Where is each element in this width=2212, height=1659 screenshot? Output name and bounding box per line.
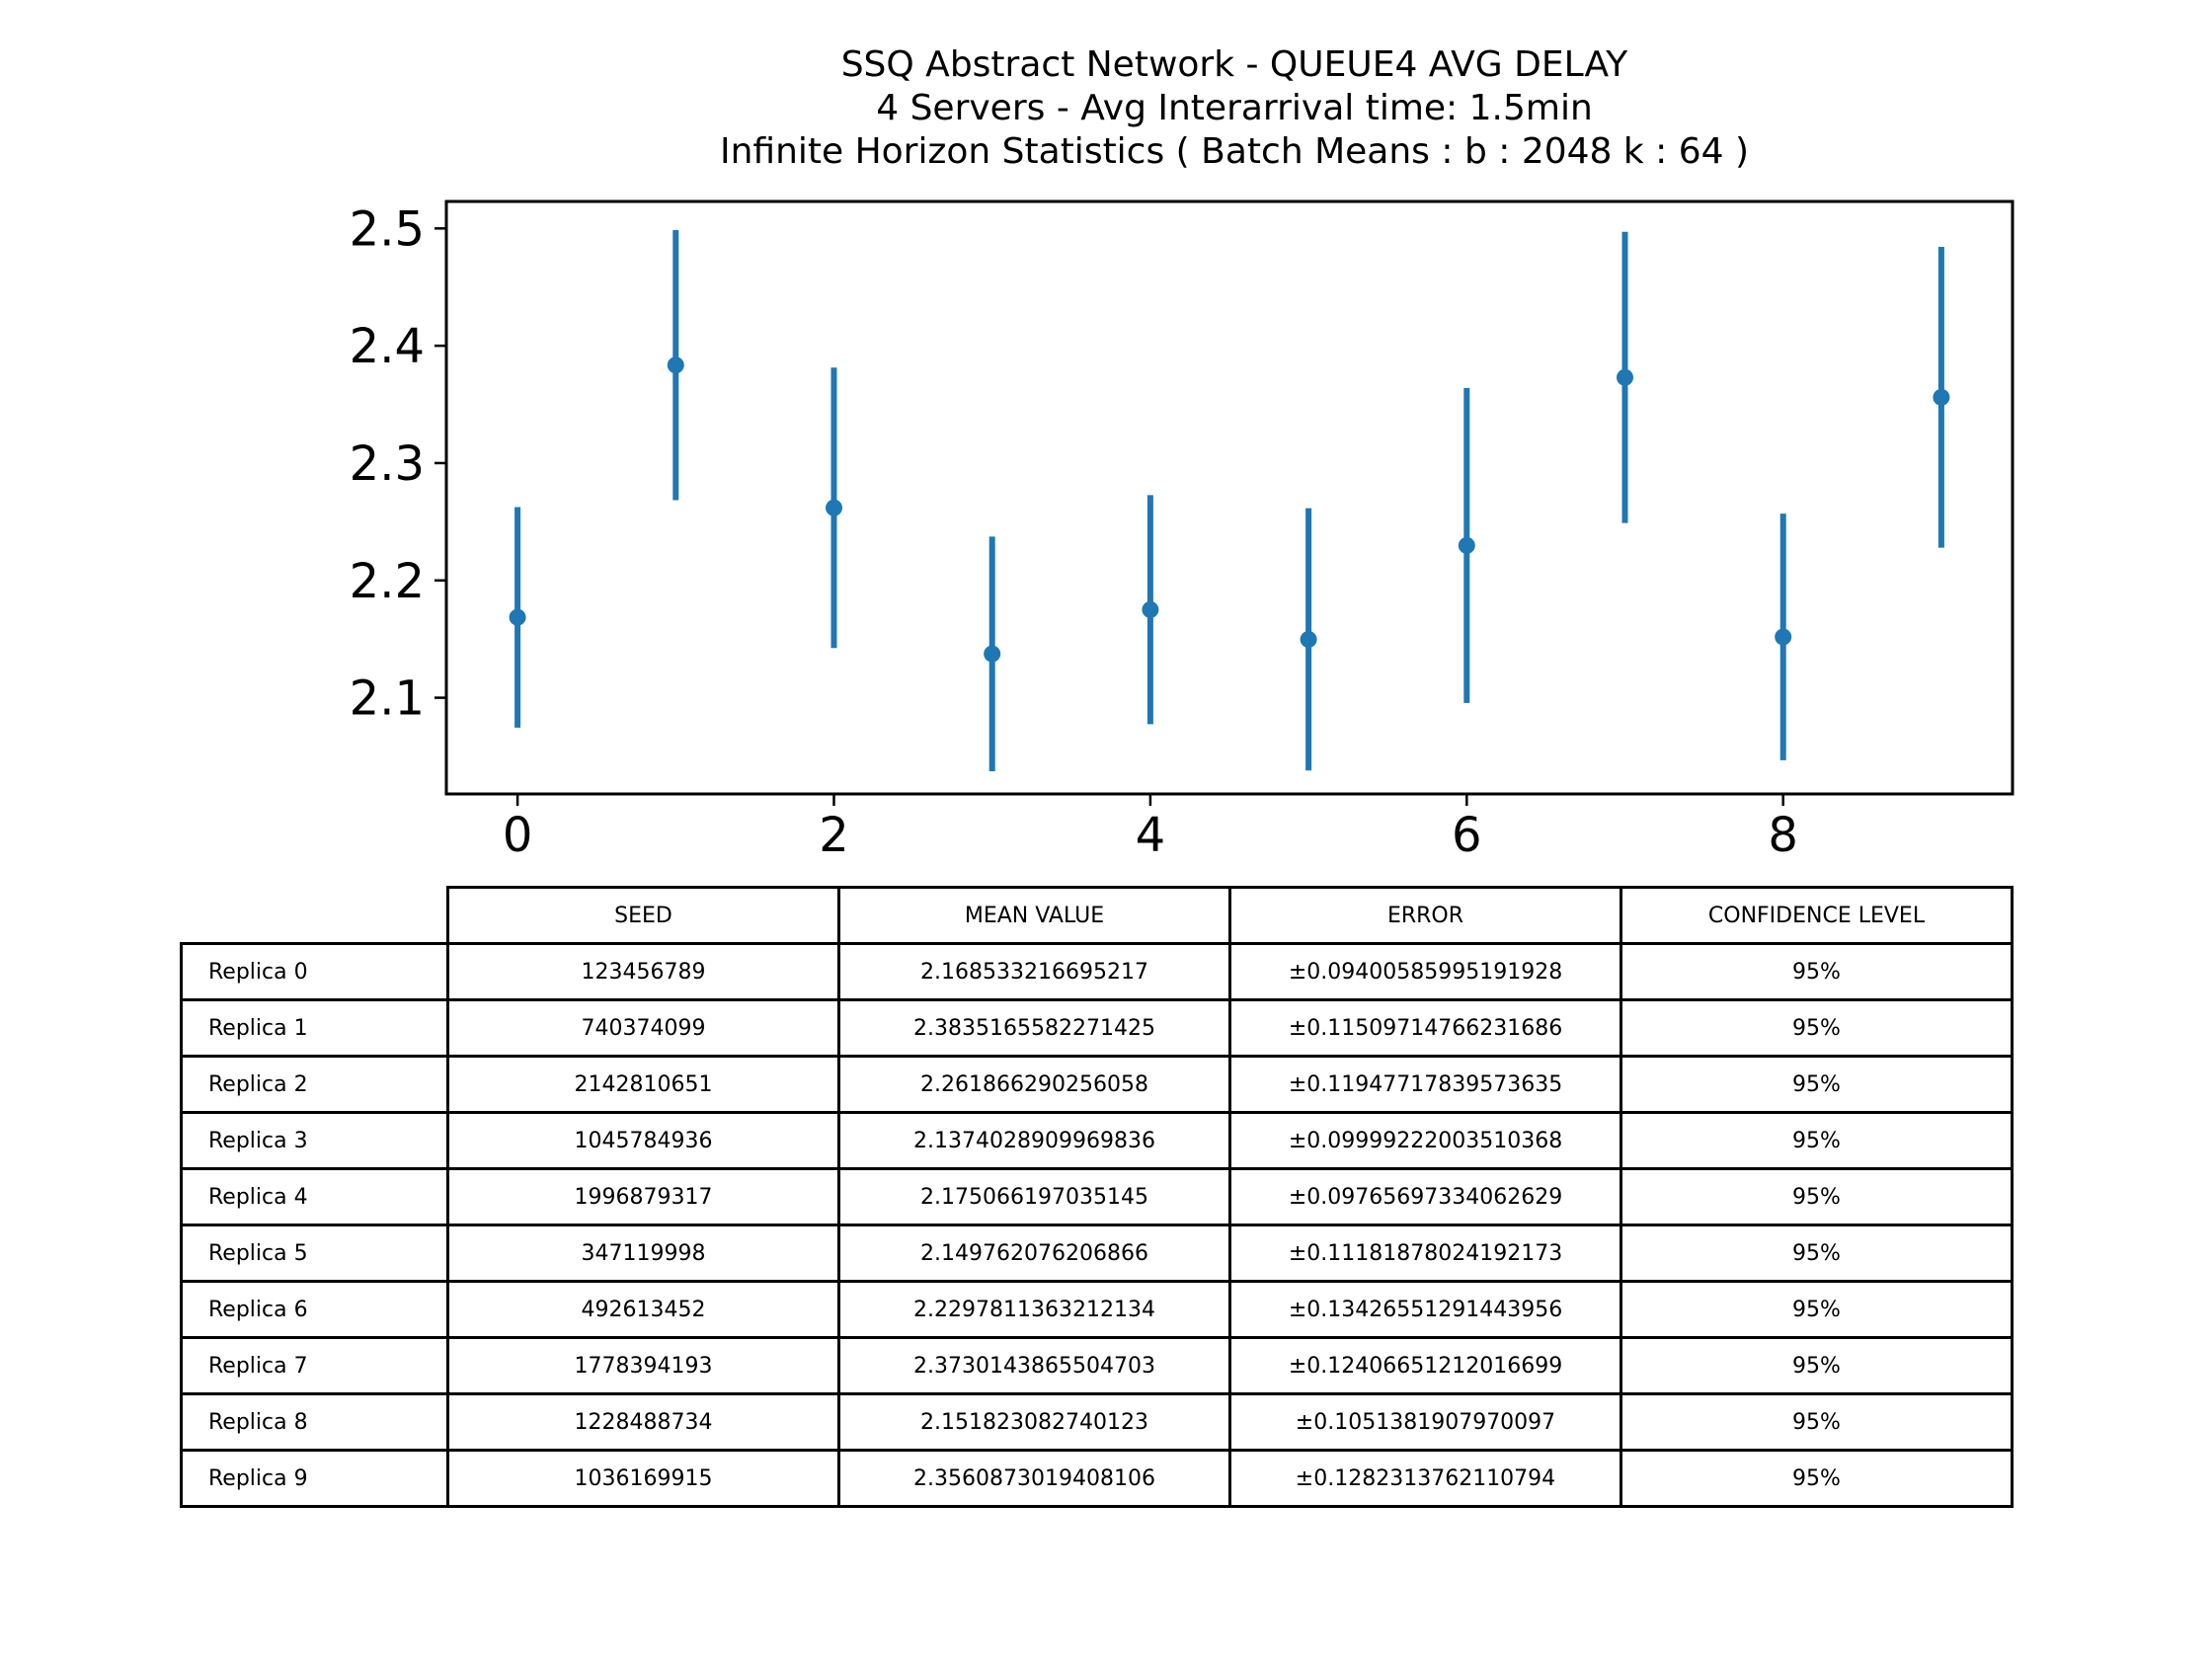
x-tick-label: 0 xyxy=(503,808,533,863)
confidence-level-cell: 95% xyxy=(1620,1224,2014,1283)
error-cell: ±0.1051381907970097 xyxy=(1228,1392,1622,1452)
table-row: Replica 8 1228488734 2.151823082740123 ±0.1… xyxy=(180,1392,2014,1452)
y-tick-label: 2.1 xyxy=(350,672,425,727)
row-label: Replica 9 xyxy=(180,1449,449,1508)
mean-value-cell: 2.3560873019408106 xyxy=(837,1449,1231,1508)
plot-frame xyxy=(444,199,2014,796)
seed-cell: 1045784936 xyxy=(446,1111,840,1170)
chart-title-line-1: SSQ Abstract Network - QUEUE4 AVG DELAY xyxy=(840,44,1628,85)
seed-cell: 347119998 xyxy=(446,1224,840,1283)
data-point xyxy=(1142,600,1159,618)
chart-title-line-3: Infinite Horizon Statistics ( Batch Mean… xyxy=(719,131,1750,172)
row-label: Replica 6 xyxy=(180,1280,449,1339)
row-label: Replica 2 xyxy=(180,1055,449,1114)
row-label: Replica 5 xyxy=(180,1224,449,1283)
x-tick-label: 4 xyxy=(1136,808,1166,863)
table-row: Replica 7 1778394193 2.3730143865504703 ±0.… xyxy=(180,1336,2014,1395)
seed-cell: 123456789 xyxy=(446,942,840,1001)
chart-title-line-2: 4 Servers - Avg Interarrival time: 1.5mi… xyxy=(876,88,1593,128)
error-cell: ±0.09400585995191928 xyxy=(1228,942,1622,1001)
y-tick-label: 2.5 xyxy=(350,201,425,257)
row-label: Replica 4 xyxy=(180,1167,449,1226)
mean-value-cell: 2.151823082740123 xyxy=(837,1392,1231,1452)
row-label: Replica 7 xyxy=(180,1336,449,1395)
mean-value-cell: 2.2297811363212134 xyxy=(837,1280,1231,1339)
mean-value-cell: 2.1374028909969836 xyxy=(837,1111,1231,1170)
error-cell: ±0.1282313762110794 xyxy=(1228,1449,1622,1508)
error-cell: ±0.11181878024192173 xyxy=(1228,1224,1622,1283)
seed-cell: 1036169915 xyxy=(446,1449,840,1508)
confidence-level-cell: 95% xyxy=(1620,1336,2014,1395)
data-point xyxy=(1775,628,1792,646)
data-point xyxy=(1617,368,1634,386)
confidence-level-cell: 95% xyxy=(1620,1167,2014,1226)
seed-cell: 492613452 xyxy=(446,1280,840,1339)
column-header-mean-value: MEAN VALUE xyxy=(837,886,1231,945)
confidence-level-cell: 95% xyxy=(1620,942,2014,1001)
table-row: Replica 6 492613452 2.2297811363212134 ±0.1… xyxy=(180,1280,2014,1339)
row-label: Replica 3 xyxy=(180,1111,449,1170)
error-cell: ±0.13426551291443956 xyxy=(1228,1280,1622,1339)
data-point xyxy=(984,645,1001,663)
seed-cell: 1996879317 xyxy=(446,1167,840,1226)
mean-value-cell: 2.175066197035145 xyxy=(837,1167,1231,1226)
y-tick-label: 2.4 xyxy=(350,319,425,374)
confidence-level-cell: 95% xyxy=(1620,1055,2014,1114)
table-corner-cell xyxy=(182,888,448,944)
seed-cell: 1228488734 xyxy=(446,1392,840,1452)
seed-cell: 740374099 xyxy=(446,998,840,1058)
data-point xyxy=(825,499,842,516)
table-row: Replica 2 2142810651 2.261866290256058 ±0.1… xyxy=(180,1055,2014,1114)
mean-value-cell: 2.168533216695217 xyxy=(837,942,1231,1001)
row-label: Replica 8 xyxy=(180,1392,449,1452)
x-tick-label: 6 xyxy=(1452,808,1482,863)
error-cell: ±0.12406651212016699 xyxy=(1228,1336,1622,1395)
column-header-confidence-level: CONFIDENCE LEVEL xyxy=(1620,886,2014,945)
data-point xyxy=(1300,630,1317,648)
error-cell: ±0.09999222003510368 xyxy=(1228,1111,1622,1170)
error-cell: ±0.11509714766231686 xyxy=(1228,998,1622,1058)
confidence-level-cell: 95% xyxy=(1620,998,2014,1058)
confidence-level-cell: 95% xyxy=(1620,1280,2014,1339)
mean-value-cell: 2.261866290256058 xyxy=(837,1055,1231,1114)
results-table: SEED MEAN VALUE ERROR CONFIDENCE LEVEL R… xyxy=(180,886,2014,1508)
data-point xyxy=(1933,388,1950,406)
table-row: Replica 1 740374099 2.3835165582271425 ±0.1… xyxy=(180,998,2014,1058)
y-tick-label: 2.3 xyxy=(350,436,425,492)
row-label: Replica 0 xyxy=(180,942,449,1001)
row-label: Replica 1 xyxy=(180,998,449,1058)
error-cell: ±0.09765697334062629 xyxy=(1228,1167,1622,1226)
table-row: Replica 0 123456789 2.168533216695217 ±0.09… xyxy=(180,942,2014,1001)
x-tick-label: 8 xyxy=(1768,808,1798,863)
data-point xyxy=(667,356,684,374)
table-row: Replica 9 1036169915 2.3560873019408106 ±0.… xyxy=(180,1449,2014,1508)
seed-cell: 2142810651 xyxy=(446,1055,840,1114)
column-header-error: ERROR xyxy=(1228,886,1622,945)
data-point xyxy=(509,608,526,626)
table-row: Replica 3 1045784936 2.1374028909969836 ±0.… xyxy=(180,1111,2014,1170)
mean-value-cell: 2.3835165582271425 xyxy=(837,998,1231,1058)
confidence-level-cell: 95% xyxy=(1620,1449,2014,1508)
mean-value-cell: 2.3730143865504703 xyxy=(837,1336,1231,1395)
x-tick-label: 2 xyxy=(819,808,849,863)
table-row: Replica 5 347119998 2.149762076206866 ±0.11… xyxy=(180,1224,2014,1283)
error-cell: ±0.11947717839573635 xyxy=(1228,1055,1622,1114)
mean-value-cell: 2.149762076206866 xyxy=(837,1224,1231,1283)
confidence-level-cell: 95% xyxy=(1620,1392,2014,1452)
seed-cell: 1778394193 xyxy=(446,1336,840,1395)
chart-title: SSQ Abstract Network - QUEUE4 AVG DELAY … xyxy=(444,43,2024,174)
table-row: Replica 4 1996879317 2.175066197035145 ±0.0… xyxy=(180,1167,2014,1226)
confidence-level-cell: 95% xyxy=(1620,1111,2014,1170)
data-point xyxy=(1458,536,1475,554)
table-header-row: SEED MEAN VALUE ERROR CONFIDENCE LEVEL xyxy=(182,886,2014,945)
y-tick-label: 2.2 xyxy=(350,554,425,609)
column-header-seed: SEED xyxy=(446,886,840,945)
